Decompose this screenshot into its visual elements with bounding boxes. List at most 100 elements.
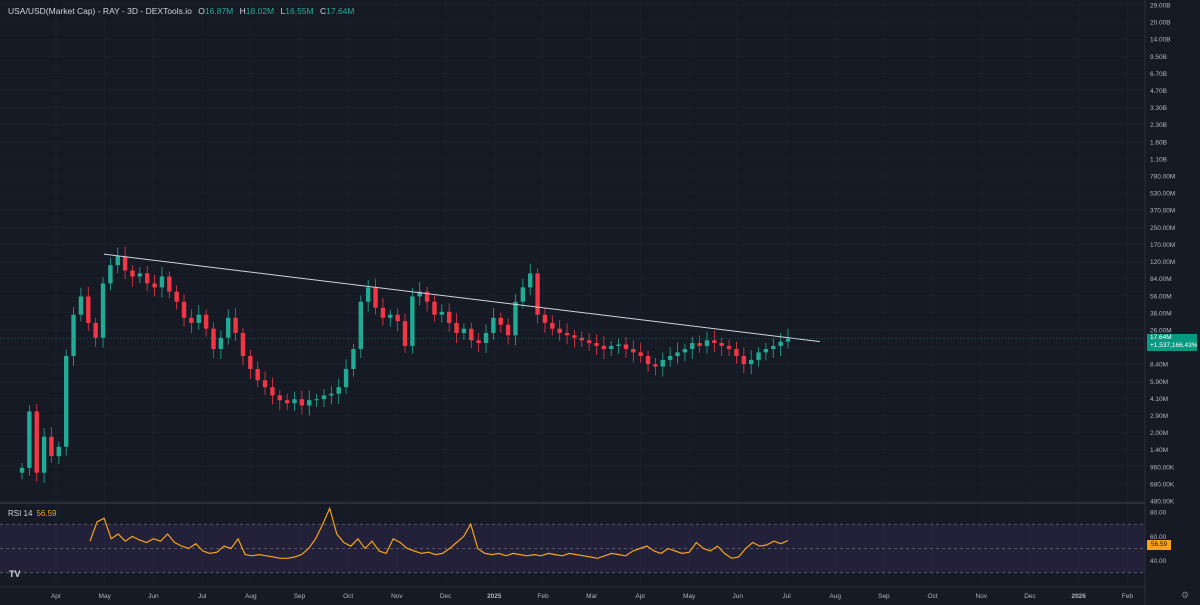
candle-body (697, 343, 702, 346)
candle-body (270, 387, 275, 396)
candle-body (41, 436, 47, 473)
candle-body (86, 296, 91, 323)
candle-body (388, 314, 393, 318)
candle-body (763, 349, 769, 353)
time-axis[interactable]: Apr May Jun Jul Aug Sep Oct Nov Dec 2025 Feb Mar Apr… (51, 593, 1133, 600)
candle-body (513, 301, 518, 336)
candle-body (71, 314, 76, 356)
trendline[interactable] (103, 253, 821, 343)
candle-body (778, 341, 783, 346)
candle-body (771, 345, 776, 350)
candle-body (653, 364, 658, 367)
price-tick-label: 6.70B (1150, 71, 1167, 78)
candle-body (417, 291, 422, 297)
rsi-axis[interactable]: 80.00 60.00 40.00 (1150, 510, 1167, 566)
candle-body (432, 301, 437, 315)
candle-body (152, 283, 157, 288)
low-label: L (280, 6, 286, 16)
time-tick-label: Aug (829, 593, 841, 600)
candle-body (439, 311, 445, 315)
candle-body (240, 332, 246, 356)
open-value: 16.87M (204, 6, 234, 16)
candle-body (564, 332, 570, 336)
candle-body (682, 349, 688, 353)
price-tick-label: 26.00M (1150, 327, 1172, 334)
candle-body (351, 349, 356, 369)
candle-body (329, 393, 334, 396)
rsi-legend[interactable]: RSI 14 56.59 (8, 509, 57, 518)
candle-body (321, 395, 327, 400)
candle-body (167, 276, 172, 292)
candle-body (292, 399, 297, 404)
rsi-tick-label: 60.00 (1150, 534, 1167, 541)
time-tick-label: Apr (635, 593, 646, 600)
price-grid (0, 4, 1145, 502)
time-tick-label: May (99, 593, 112, 600)
candle-body (542, 314, 548, 323)
price-tick-label: 2.00M (1150, 430, 1168, 437)
candle-body (734, 349, 739, 356)
candle-body (314, 399, 319, 401)
candle-body (557, 328, 562, 333)
symbol-title: USA/USD(Market Cap) - RAY - 3D - DEXTool… (8, 6, 192, 16)
candle-body (690, 343, 695, 350)
price-tick-label: 250.00M (1150, 225, 1175, 232)
candle-body (645, 355, 651, 365)
price-tick-label: 84.00M (1150, 276, 1172, 283)
candle-body (498, 317, 503, 325)
price-tick-label: 170.00M (1150, 242, 1175, 249)
candle-body (572, 335, 577, 338)
price-tick-label: 14.00B (1150, 37, 1171, 44)
open-label: O (198, 6, 205, 16)
candle-body (609, 345, 614, 350)
candle-body (528, 273, 533, 288)
time-tick-label: Sep (294, 593, 306, 600)
price-tick-label: 29.00B (1150, 3, 1171, 10)
symbol-legend[interactable]: USA/USD(Market Cap) - RAY - 3D - DEXTool… (8, 6, 354, 16)
candle-body (520, 287, 526, 302)
time-tick-label: Jun (148, 593, 159, 600)
price-tick-label: 680.00K (1150, 481, 1175, 488)
time-tick-label: Aug (245, 593, 257, 600)
candle-body (638, 352, 643, 356)
low-value: 16.55M (285, 6, 314, 16)
time-tick-label: Jul (782, 593, 791, 600)
time-tick-label: Feb (1122, 593, 1134, 600)
candle-body (159, 276, 165, 288)
candle-body (594, 343, 599, 346)
gear-icon[interactable]: ⚙ (1181, 590, 1190, 600)
time-tick-label: May (683, 593, 696, 600)
candle-body (189, 317, 194, 323)
candle-body (196, 314, 201, 323)
candle-body (616, 344, 621, 346)
candle-body (336, 387, 341, 394)
rsi-value-badge: 56.59 (1147, 540, 1171, 550)
price-tick-label: 4.70B (1150, 88, 1167, 95)
price-tick-label: 2.30B (1150, 122, 1167, 129)
candle-body (586, 340, 592, 344)
candle-body (476, 340, 481, 344)
candle-body (93, 322, 98, 338)
candle-body (174, 291, 179, 302)
candle-body (748, 359, 754, 365)
candle-body (726, 345, 732, 350)
rsi-value: 56.59 (36, 509, 57, 518)
candle-body (483, 332, 489, 344)
candle-body (741, 355, 747, 365)
candle-body (145, 273, 150, 284)
time-grid (55, 0, 1128, 587)
tradingview-logo[interactable]: TV (9, 569, 21, 579)
candle-body (660, 359, 665, 367)
candle-body (424, 291, 430, 302)
high-label: H (239, 6, 246, 16)
candle-body (461, 328, 467, 333)
price-tick-label: 1.60B (1150, 139, 1167, 146)
candle-body (233, 317, 238, 333)
rsi-label: RSI 14 (8, 509, 33, 518)
price-tick-label: 370.00M (1150, 208, 1175, 215)
candle-body (550, 322, 555, 329)
candle-body (277, 395, 282, 401)
candle-body (446, 311, 452, 323)
rsi-tick-label: 80.00 (1150, 510, 1167, 517)
